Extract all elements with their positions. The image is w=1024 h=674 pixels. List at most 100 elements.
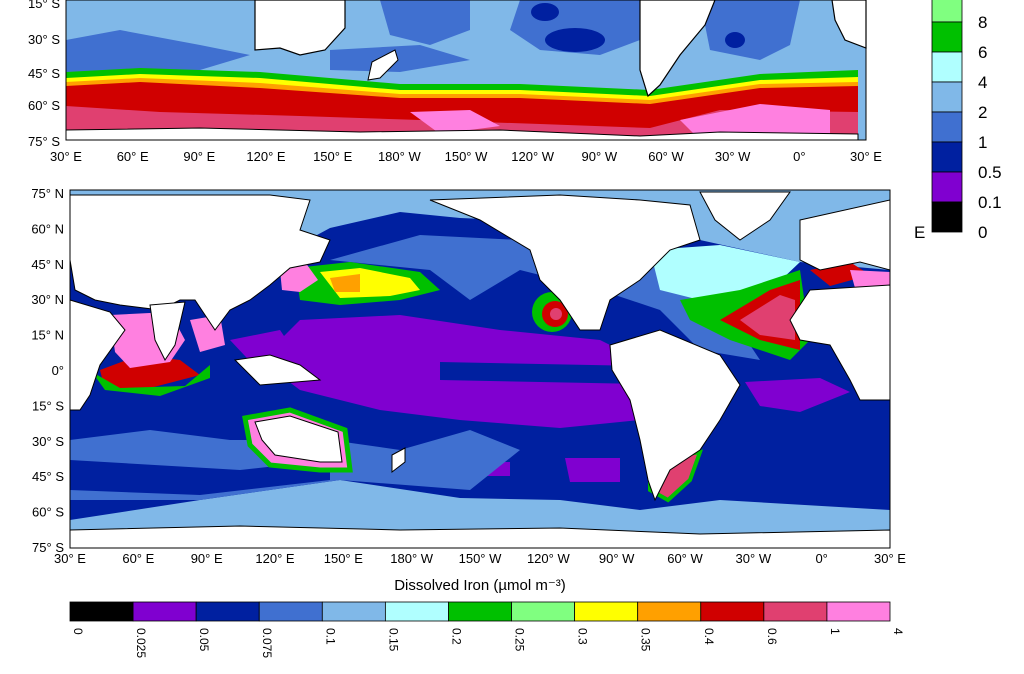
bottom-colorbar-label: 0: [71, 628, 85, 635]
bottom-colorbar-swatch: [700, 601, 765, 622]
lon-tick-label: 30° W: [715, 149, 751, 164]
lon-tick-label: 60° E: [117, 149, 149, 164]
bottom-colorbar-swatch: [132, 601, 197, 622]
bottom-colorbar-swatch: [511, 601, 576, 622]
bottom-map-natl-crimson: [740, 295, 795, 340]
top-map-blue-patch: [330, 45, 470, 72]
bottom-colorbar: 0 0.025 0.05 0.075 0.1 0.15 0.2 0.25 0.3 0.35 0.4 0…: [69, 601, 905, 658]
bottom-colorbar-swatch: [574, 601, 639, 622]
right-colorbar-swatch: [931, 51, 963, 83]
right-colorbar-label: 0.1: [978, 193, 1002, 212]
bottom-colorbar-swatch: [448, 601, 512, 622]
top-map-deep-patch: [725, 32, 745, 48]
top-map-blue-patch: [380, 0, 470, 45]
bottom-map-india: [149, 301, 186, 361]
bottom-map-indonesia: [233, 354, 322, 386]
top-map-frame: [65, 0, 867, 141]
bottom-map-lon-labels: 30° E 60° E 90° E 120° E 150° E 180° W 150° W 1…: [54, 551, 906, 566]
right-colorbar-swatch: [931, 111, 963, 143]
bottom-colorbar-swatch: [637, 601, 702, 622]
bottom-map-california-pink: [550, 308, 562, 320]
bottom-colorbar-label: 0.3: [576, 628, 590, 645]
lon-tick-label: 120° W: [511, 149, 555, 164]
lon-tick-label: 90° E: [191, 551, 223, 566]
lon-tick-label: 60° W: [667, 551, 703, 566]
bottom-map-australia: [254, 415, 343, 463]
right-colorbar-label: 2: [978, 103, 987, 122]
bottom-colorbar-label: 0.1: [323, 628, 337, 645]
lon-tick-label: 0°: [793, 149, 805, 164]
lat-tick-label: 45° S: [32, 469, 64, 484]
lat-tick-label: 75° N: [31, 186, 64, 201]
lat-tick-label: 45° S: [28, 66, 60, 81]
lat-tick-label: 75° S: [32, 540, 64, 555]
top-map-deep-patch: [531, 3, 559, 21]
lat-tick-label: 60° S: [32, 505, 64, 520]
bottom-colorbar-swatch: [195, 601, 260, 622]
lat-tick-label: 15° S: [28, 0, 60, 11]
lat-tick-label: 15° S: [32, 398, 64, 413]
lon-tick-label: 120° W: [527, 551, 571, 566]
bottom-map-south-america: [609, 329, 741, 502]
lon-tick-label: 120° E: [246, 149, 286, 164]
bottom-map-purple-south: [565, 458, 620, 482]
top-map-blue-patch: [66, 30, 250, 72]
bottom-colorbar-label: 0.6: [765, 628, 779, 645]
right-colorbar-label: 0.5: [978, 163, 1002, 182]
bottom-colorbar-label: 0.05: [197, 628, 211, 652]
bottom-colorbar-label: 0.35: [639, 628, 653, 652]
lat-tick-label: 60° N: [31, 221, 64, 236]
bottom-map-deep-stripe: [440, 362, 640, 384]
right-colorbar-swatch: [931, 0, 963, 23]
bottom-colorbar-label: 0.4: [702, 628, 716, 645]
lat-tick-label: 15° N: [31, 328, 64, 343]
bottom-colorbar-swatch: [384, 601, 449, 622]
lon-tick-label: 180° W: [378, 149, 422, 164]
bottom-map-purple-atlantic: [745, 378, 850, 412]
bottom-map-frame: [69, 189, 891, 549]
bottom-map: 75° N 60° N 45° N 30° N 15° N 0° 15° S 30° S 45°…: [31, 186, 906, 594]
bottom-map-title: Dissolved Iron (µmol m⁻³): [394, 577, 566, 594]
lat-tick-label: 0°: [52, 363, 64, 378]
bottom-map-new-zealand: [391, 447, 406, 474]
bottom-map-arabian-red: [100, 355, 200, 390]
right-colorbar-swatch: [931, 81, 963, 113]
lon-tick-label: 150° W: [459, 551, 503, 566]
right-colorbar-label: 0: [978, 223, 987, 242]
bottom-colorbar-label: 0.2: [449, 628, 463, 645]
lon-tick-label: 150° E: [324, 551, 364, 566]
lon-tick-label: 30° E: [50, 149, 82, 164]
top-map-australia: [254, 0, 346, 56]
lon-tick-label: 30° E: [850, 149, 882, 164]
lat-tick-label: 30° N: [31, 292, 64, 307]
right-colorbar-label: 8: [978, 13, 987, 32]
top-map-pink-patch: [410, 110, 500, 134]
lon-tick-label: 60° E: [122, 551, 154, 566]
top-map-south-america: [639, 0, 716, 98]
bottom-map-africa: [69, 299, 126, 411]
top-map-lon-labels: 30° E 60° E 90° E 120° E 150° E 180° W 150° W 1…: [50, 149, 882, 164]
bottom-map-south-deep: [70, 460, 330, 495]
bottom-map-north-america: [429, 194, 701, 331]
lon-tick-label: 30° E: [54, 551, 86, 566]
bottom-colorbar-swatch: [69, 601, 134, 622]
lon-tick-label: 150° W: [445, 149, 489, 164]
right-colorbar-label: 6: [978, 43, 987, 62]
right-colorbar-label: 1: [978, 133, 987, 152]
bottom-colorbar-swatch: [826, 601, 891, 622]
top-map-lat-labels: 15° S 30° S 45° S 60° S 75° S: [28, 0, 60, 149]
lon-tick-label: 90° E: [183, 149, 215, 164]
top-map-new-zealand: [367, 49, 399, 81]
bottom-colorbar-swatch: [321, 601, 386, 622]
bottom-map-japan-pink: [280, 262, 318, 292]
right-colorbar-swatch: [931, 141, 963, 173]
lon-tick-label: 0°: [815, 551, 827, 566]
bottom-colorbar-label: 1: [828, 628, 842, 635]
bottom-colorbar-label: 4: [891, 628, 905, 635]
lat-tick-label: 30° S: [28, 32, 60, 47]
lat-tick-label: 60° S: [28, 98, 60, 113]
lon-tick-label: 150° E: [313, 149, 353, 164]
top-map-africa: [831, 0, 867, 49]
bottom-map-lat-labels: 75° N 60° N 45° N 30° N 15° N 0° 15° S 30° S 45°…: [31, 186, 64, 555]
bottom-colorbar-label: 0.25: [513, 628, 527, 652]
